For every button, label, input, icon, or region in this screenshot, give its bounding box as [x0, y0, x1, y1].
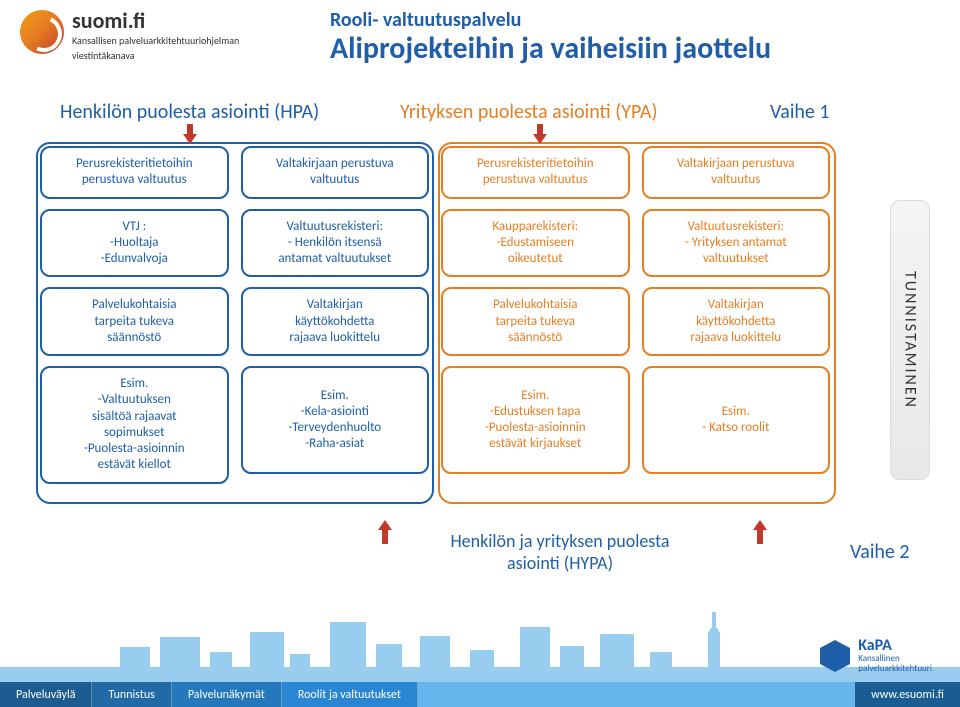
column-cell: Esim.-Valtuutuksensisältöä rajaavatsopim…: [40, 366, 229, 484]
city-silhouette-icon: [0, 612, 960, 682]
kapa-subtitle: Kansallinen palveluarkkitehtuuri: [858, 654, 932, 673]
column-header: Valtakirjaan perustuvavaltuutus: [642, 146, 831, 199]
ypa-down-arrow-icon: [537, 124, 543, 134]
column-cell: Valtuutusrekisteri:- Yrityksen antamatva…: [642, 209, 831, 278]
section-left-label: Henkilön puolesta asiointi (HPA): [60, 100, 370, 124]
kapa-badge: KaPA Kansallinen palveluarkkitehtuuri: [818, 638, 932, 673]
column-header: Perusrekisteritietoihinperustuva valtuut…: [40, 146, 229, 199]
hypa-label: Henkilön ja yrityksen puolestaasiointi (…: [400, 530, 720, 574]
column-header: Valtakirjaan perustuvavaltuutus: [241, 146, 430, 199]
footer-bar: PalveluväyläTunnistusPalvelunäkymätRooli…: [0, 682, 960, 707]
footer-fill: [418, 682, 855, 707]
section-labels: Henkilön puolesta asiointi (HPA) Yrityks…: [60, 100, 930, 124]
main-title: Aliprojekteihin ja vaiheisiin jaottelu: [330, 30, 771, 67]
diagram-column-0: Perusrekisteritietoihinperustuva valtuut…: [40, 146, 229, 484]
logo: suomi.fi Kansallisen palveluarkkitehtuur…: [20, 10, 239, 61]
phase2-label: Vaihe 2: [850, 540, 910, 564]
brand-subtitle-1: Kansallisen palveluarkkitehtuuriohjelman: [72, 35, 239, 47]
footer-item[interactable]: Palvelunäkymät: [172, 682, 282, 707]
logo-mark-icon: [20, 10, 64, 54]
column-cell: Valtuutusrekisteri:- Henkilön itsensäant…: [241, 209, 430, 278]
column-header: Perusrekisteritietoihinperustuva valtuut…: [441, 146, 630, 199]
hypa-left-up-arrow-tip-icon: [378, 520, 392, 530]
column-cell: Kaupparekisteri:-Edustamiseenoikeutetut: [441, 209, 630, 278]
section-mid-label: Yrityksen puolesta asiointi (YPA): [370, 100, 710, 124]
column-cell: Esim.- Katso roolit: [642, 366, 831, 474]
column-cell: VTJ :-Huoltaja-Edunvalvoja: [40, 209, 229, 278]
tunnistaminen-label: TUNNISTAMINEN: [901, 271, 920, 409]
column-cell: Palvelukohtaisiatarpeita tukevasäännöstö: [441, 287, 630, 356]
diagram-column-1: Valtakirjaan perustuvavaltuutus Valtuutus…: [241, 146, 430, 484]
footer-url[interactable]: www.esuomi.fi: [855, 682, 960, 707]
column-cell: Palvelukohtaisiatarpeita tukevasäännöstö: [40, 287, 229, 356]
column-cell: Valtakirjankäyttökohdettarajaava luokitt…: [642, 287, 831, 356]
tunnistaminen-panel: TUNNISTAMINEN: [890, 200, 930, 480]
hypa-right-up-arrow-tip-icon: [753, 520, 767, 530]
kapa-title: KaPA: [858, 638, 932, 654]
ypa-down-arrow-tip-icon: [533, 134, 547, 144]
diagram-grid: Perusrekisteritietoihinperustuva valtuut…: [40, 146, 830, 484]
phase1-label: Vaihe 1: [710, 100, 830, 124]
supertitle: Rooli- valtuutuspalvelu: [330, 8, 771, 32]
hpa-down-arrow-icon: [187, 124, 193, 134]
column-cell: Valtakirjankäyttökohdettarajaava luokitt…: [241, 287, 430, 356]
column-cell: Esim.-Kela-asiointi-Terveydenhuolto-Raha…: [241, 366, 430, 474]
column-cell: Esim.-Edustuksen tapa-Puolesta-asioinnin…: [441, 366, 630, 474]
footer-item[interactable]: Palveluväylä: [0, 682, 92, 707]
page-title-block: Rooli- valtuutuspalvelu Aliprojekteihin …: [330, 8, 771, 67]
diagram-column-3: Valtakirjaan perustuvavaltuutus Valtuutus…: [642, 146, 831, 484]
brand-subtitle-2: viestintäkanava: [72, 50, 239, 62]
footer-item[interactable]: Roolit ja valtuutukset: [282, 682, 418, 707]
hpa-down-arrow-tip-icon: [183, 134, 197, 144]
footer-item[interactable]: Tunnistus: [92, 682, 171, 707]
kapa-hex-icon: [818, 639, 852, 673]
diagram-column-2: Perusrekisteritietoihinperustuva valtuut…: [441, 146, 630, 484]
hypa-left-up-arrow-icon: [382, 530, 388, 544]
hypa-right-up-arrow-icon: [757, 530, 763, 544]
brand-name: suomi.fi: [72, 10, 239, 32]
